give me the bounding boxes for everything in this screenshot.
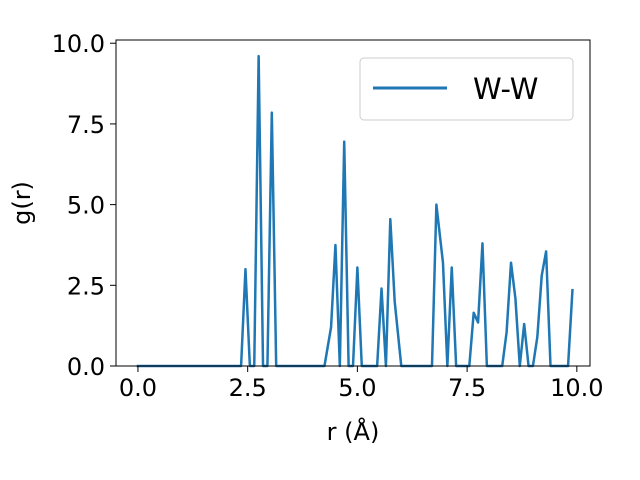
x-tick-label: 2.5 [229, 374, 267, 402]
y-tick-label: 0.0 [67, 353, 105, 381]
legend-entry-label: W-W [473, 72, 538, 106]
y-tick-label: 2.5 [67, 272, 105, 300]
y-tick-label: 7.5 [67, 111, 105, 139]
axes-frame [115, 39, 591, 367]
x-tick-label: 7.5 [448, 374, 486, 402]
x-axis: 0.0 2.5 5.0 7.5 10.0 [119, 366, 604, 402]
x-tick-label: 10.0 [550, 374, 603, 402]
y-axis-label: g(r) [8, 181, 36, 225]
x-axis-label: r (Å) [327, 417, 380, 446]
legend: W-W [359, 57, 574, 121]
legend-box [359, 57, 574, 121]
x-tick-label: 5.0 [338, 374, 376, 402]
y-tick-label: 5.0 [67, 192, 105, 220]
y-axis: 0.0 2.5 5.0 7.5 10.0 [52, 30, 116, 381]
x-tick-label: 0.0 [119, 374, 157, 402]
y-tick-label: 10.0 [52, 30, 105, 58]
